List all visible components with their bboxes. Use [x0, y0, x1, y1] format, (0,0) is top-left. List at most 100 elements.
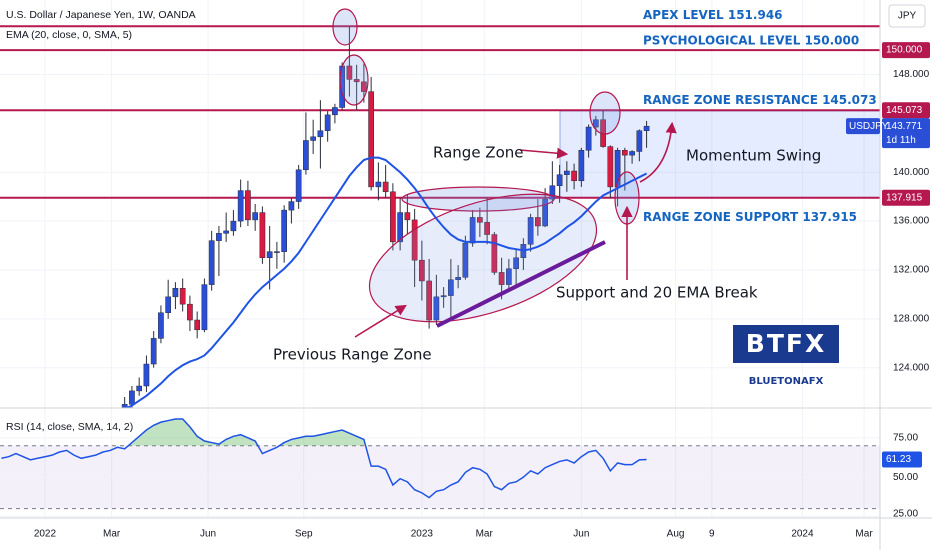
candle-body [179, 288, 186, 305]
candle-body [252, 212, 259, 221]
candle-body [230, 220, 237, 232]
candle-body [542, 198, 548, 227]
candle-body [223, 230, 230, 234]
candle-body [527, 217, 534, 245]
candle-body [607, 146, 614, 188]
currency[interactable]: JPY [898, 11, 917, 22]
candle-body [643, 125, 650, 131]
candle-body [614, 150, 621, 188]
x-tick-label: 2024 [791, 529, 814, 540]
candle-body [462, 242, 469, 278]
candle-body [216, 233, 222, 241]
rsi-overbought-fill [1, 419, 647, 446]
candle-body [477, 217, 483, 223]
candle-body [419, 259, 425, 282]
candle-body [303, 140, 309, 171]
x-tick-label: Jun [200, 529, 216, 540]
candle-body [636, 130, 643, 152]
candle-body [426, 280, 432, 321]
candle-body [353, 79, 360, 83]
rsi-line [1, 418, 647, 499]
candle-body [281, 209, 288, 252]
candle-body [513, 257, 519, 269]
candle-body [506, 268, 512, 285]
ema-line [124, 156, 648, 408]
y-tick-label: 132.000 [893, 265, 930, 276]
candle-body [317, 130, 324, 138]
candle-body [368, 91, 374, 188]
candle-body [535, 217, 541, 227]
candle-body [433, 296, 440, 321]
price-tag-label: 143.771 [886, 121, 923, 132]
candle-body [556, 174, 563, 186]
candle-body [592, 119, 599, 128]
logo-name: BLUETONAFX [749, 376, 824, 387]
candle-body [571, 170, 577, 182]
rsi-legend: RSI (14, close, SMA, 14, 2) [6, 421, 133, 433]
x-tick-label: Mar [476, 529, 494, 540]
candle-body [397, 212, 403, 243]
candle-body [390, 191, 396, 243]
level-tag-label: 150.000 [886, 45, 923, 56]
currency-box[interactable] [888, 4, 926, 28]
range-zone-box [559, 110, 881, 199]
note: Previous Range Zone [273, 346, 432, 364]
candle-body [332, 107, 338, 116]
x-tick-label: Sep [295, 529, 313, 540]
arrow [354, 304, 407, 338]
candle-body [158, 312, 164, 339]
symbol-tag [846, 118, 880, 135]
rsi-tick-label: 75.00 [893, 432, 918, 443]
candle-body [237, 190, 244, 222]
candle-body [404, 212, 411, 221]
note: Range Zone [433, 144, 524, 162]
symbol-tag-label: USDJPY [849, 121, 889, 132]
note: Momentum Swing [686, 147, 821, 165]
range-top-ellipse [401, 186, 555, 212]
candle-body [455, 277, 461, 280]
x-tick-label: Mar [103, 529, 121, 540]
rsi-tick-label: 25.00 [893, 509, 918, 520]
candle-body [288, 201, 295, 211]
candle-body [578, 150, 585, 182]
resistance-circle [589, 91, 621, 135]
rsi-tag [882, 451, 922, 468]
candle-body [440, 295, 447, 298]
candle-body [136, 385, 143, 392]
level-tag-label: 145.073 [886, 105, 923, 116]
y-tick-label: 124.000 [893, 362, 930, 373]
top-ellipse [339, 54, 369, 106]
candle-body [208, 240, 215, 285]
apex-circle [332, 8, 358, 46]
rsi-tag-label: 61.23 [886, 454, 911, 465]
support-trendline [436, 240, 606, 328]
arrow [639, 121, 677, 183]
candle-body [310, 136, 316, 141]
x-tick-label: 2023 [411, 529, 434, 540]
candle-body [382, 181, 389, 193]
level-tag [882, 189, 930, 206]
x-tick-label: 2022 [34, 529, 57, 540]
candle-body [121, 404, 128, 408]
candle-body [245, 190, 251, 221]
candle-body [484, 222, 490, 235]
candle-body [346, 65, 353, 80]
note: Support and 20 EMA Break [556, 284, 758, 302]
ema-legend: EMA (20, close, 0, SMA, 5) [6, 29, 132, 41]
candle-body [411, 219, 418, 261]
previous-range-ellipse [368, 193, 598, 323]
price-tag [882, 118, 930, 149]
level-tag-label: 137.915 [886, 192, 923, 203]
candle-body [564, 170, 570, 175]
arrow [519, 147, 569, 159]
candle-body [172, 288, 179, 298]
logo-box [733, 325, 839, 363]
candle-body [129, 390, 135, 405]
candle-body [201, 284, 208, 331]
candle-body [194, 319, 201, 331]
candle-body [150, 338, 157, 365]
candle-body [187, 303, 193, 321]
countdown: 1d 11h [886, 135, 916, 146]
candle-body [274, 251, 280, 253]
